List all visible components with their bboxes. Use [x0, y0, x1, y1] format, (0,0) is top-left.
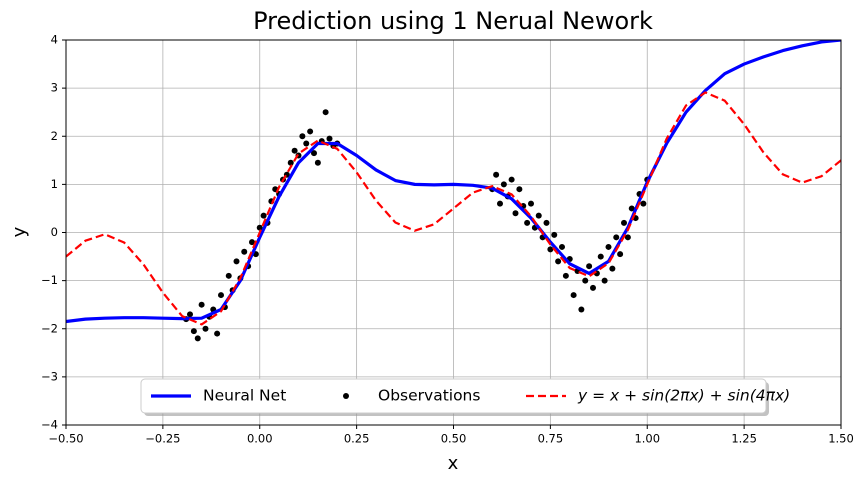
data-point — [543, 219, 550, 226]
data-point — [299, 133, 306, 140]
data-point — [493, 171, 500, 178]
legend-label: y = x + sin(2πx) + sin(4πx) — [577, 387, 790, 405]
data-point — [640, 200, 647, 207]
data-point — [233, 258, 240, 265]
x-tick-label: 0.25 — [344, 432, 370, 446]
y-tick-label: −4 — [41, 418, 58, 432]
plot-area — [66, 40, 841, 342]
series-line — [66, 40, 841, 324]
data-point — [547, 246, 554, 253]
data-point — [512, 210, 519, 217]
data-point — [249, 239, 255, 246]
data-point — [597, 253, 604, 260]
chart-title: Prediction using 1 Nerual Nework — [253, 7, 653, 35]
data-point — [307, 128, 314, 135]
x-tick-label: −0.50 — [48, 432, 83, 446]
data-point — [291, 147, 298, 154]
data-point — [586, 263, 593, 270]
data-point — [225, 272, 232, 279]
data-point — [508, 176, 515, 183]
x-tick-label: 1.50 — [828, 432, 854, 446]
data-point — [187, 311, 193, 318]
legend-label: Observations — [378, 387, 480, 405]
data-point — [314, 159, 321, 166]
data-point — [562, 272, 569, 279]
x-tick-label: 1.00 — [634, 432, 660, 446]
data-point — [194, 335, 201, 342]
data-point — [601, 277, 608, 284]
data-point — [528, 200, 534, 207]
data-point — [613, 234, 620, 241]
y-tick-label: −1 — [41, 273, 58, 287]
data-point — [256, 224, 263, 231]
y-tick-label: 1 — [51, 177, 58, 191]
data-point — [582, 277, 589, 284]
data-point — [551, 231, 558, 238]
data-point — [326, 135, 333, 142]
data-point — [198, 301, 205, 308]
data-point — [303, 140, 310, 147]
data-point — [311, 150, 317, 157]
x-axis-label: x — [448, 453, 459, 474]
y-tick-label: 4 — [51, 33, 58, 47]
data-point — [624, 234, 631, 241]
data-point — [605, 243, 612, 250]
data-point — [190, 328, 197, 335]
data-point — [214, 330, 221, 337]
data-point — [500, 181, 507, 188]
x-tick-label: 1.25 — [731, 432, 757, 446]
legend-marker — [343, 393, 349, 399]
data-point — [524, 219, 531, 226]
data-point — [535, 212, 542, 219]
plot-frame — [65, 39, 842, 426]
data-point — [287, 159, 294, 166]
data-point — [609, 265, 616, 272]
data-point — [559, 243, 565, 250]
data-point — [570, 292, 577, 299]
series-line — [66, 91, 841, 326]
x-tick-label: 0.50 — [441, 432, 467, 446]
x-tick-label: 0.00 — [247, 432, 273, 446]
data-point — [241, 248, 248, 255]
data-point — [617, 251, 624, 258]
data-point — [322, 109, 329, 116]
data-point — [628, 205, 635, 212]
data-point — [578, 306, 585, 313]
data-point — [590, 284, 596, 291]
y-tick-label: 3 — [51, 81, 58, 95]
legend-box — [140, 378, 767, 414]
y-tick-label: −3 — [41, 369, 58, 383]
y-tick-label: −2 — [41, 321, 58, 335]
y-tick-label: 0 — [51, 225, 58, 239]
data-point — [260, 212, 267, 219]
data-point — [516, 186, 523, 193]
x-tick-label: −0.25 — [145, 432, 180, 446]
data-point — [202, 325, 209, 332]
data-point — [555, 258, 562, 265]
data-point — [621, 219, 627, 226]
x-tick-label: 0.75 — [538, 432, 564, 446]
data-point — [218, 292, 224, 299]
data-point — [497, 200, 503, 207]
y-tick-label: 2 — [51, 129, 58, 143]
y-axis-label: y — [9, 226, 30, 237]
legend-label: Neural Net — [203, 387, 286, 405]
